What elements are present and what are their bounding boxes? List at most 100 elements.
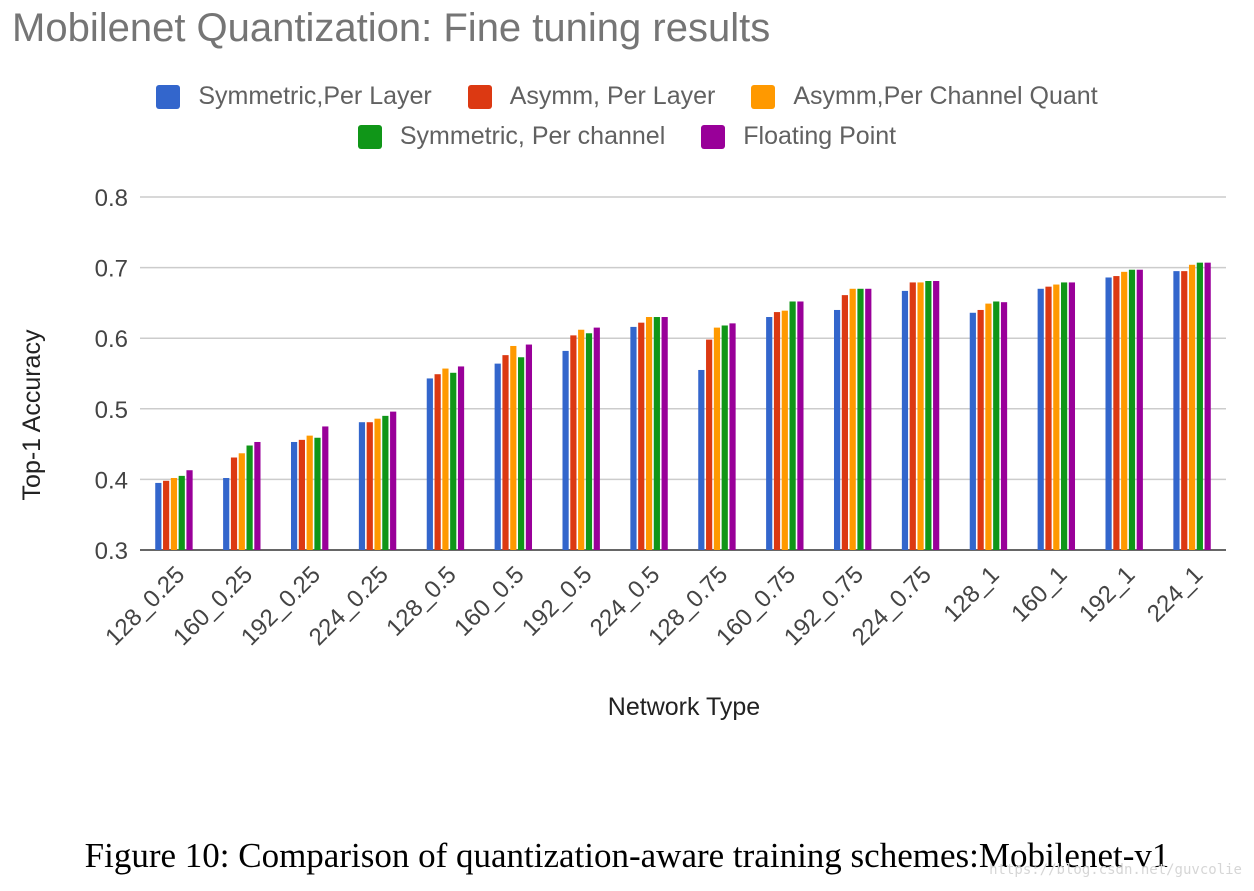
bar-160_0.75-series-0[interactable]: [766, 317, 773, 550]
bar-224_0.5-series-0[interactable]: [630, 326, 637, 550]
bar-224_1-series-1[interactable]: [1181, 271, 1188, 550]
bar-128_0.25-series-0[interactable]: [155, 482, 162, 550]
bar-192_1-series-2[interactable]: [1121, 271, 1128, 550]
bar-160_0.25-series-2[interactable]: [238, 453, 245, 550]
bar-128_0.25-series-4[interactable]: [186, 470, 193, 550]
bar-160_1-series-2[interactable]: [1053, 284, 1060, 550]
bar-192_0.5-series-2[interactable]: [578, 329, 585, 550]
bar-group-160_0.75: [766, 301, 804, 550]
bar-group-128_0.25: [155, 470, 193, 550]
bar-128_0.5-series-1[interactable]: [434, 374, 441, 550]
bar-192_0.5-series-1[interactable]: [570, 335, 577, 550]
bar-224_0.25-series-0[interactable]: [358, 422, 366, 550]
bar-128_0.75-series-4[interactable]: [729, 323, 736, 550]
bar-192_0.25-series-3[interactable]: [314, 437, 321, 550]
bar-160_0.25-series-1[interactable]: [230, 457, 238, 550]
bar-128_0.75-series-1[interactable]: [706, 339, 713, 550]
bar-192_0.5-series-3[interactable]: [585, 333, 593, 550]
bar-160_0.5-series-0[interactable]: [494, 363, 501, 550]
bar-192_0.75-series-3[interactable]: [857, 288, 864, 550]
bar-128_0.5-series-4[interactable]: [457, 366, 465, 550]
bar-192_0.25-series-4[interactable]: [322, 426, 329, 550]
bar-160_0.5-series-3[interactable]: [518, 357, 525, 550]
bar-160_1-series-0[interactable]: [1037, 288, 1044, 550]
legend-label-asymm-per-channel-quant: Asymm,Per Channel Quant: [793, 82, 1098, 110]
bar-224_1-series-2[interactable]: [1188, 264, 1196, 550]
legend-item-symmetric-per-layer[interactable]: Symmetric,Per Layer: [156, 82, 432, 111]
bar-224_1-series-4[interactable]: [1204, 262, 1211, 550]
bar-160_0.5-series-2[interactable]: [510, 345, 517, 550]
bar-128_0.25-series-2[interactable]: [170, 477, 178, 550]
bar-160_0.75-series-4[interactable]: [797, 301, 804, 550]
bar-192_0.5-series-4[interactable]: [593, 327, 600, 550]
bar-192_1-series-3[interactable]: [1128, 269, 1136, 550]
bars: [155, 262, 1211, 550]
bar-128_0.75-series-3[interactable]: [721, 325, 728, 550]
bar-224_0.5-series-2[interactable]: [645, 317, 653, 550]
bar-192_1-series-0[interactable]: [1105, 277, 1112, 550]
bar-128_0.75-series-0[interactable]: [698, 369, 705, 550]
bar-160_0.5-series-1[interactable]: [502, 355, 509, 550]
bar-128_0.75-series-2[interactable]: [713, 327, 721, 550]
bar-192_0.75-series-4[interactable]: [865, 288, 872, 550]
bar-160_1-series-1[interactable]: [1045, 286, 1052, 550]
legend-item-floating-point[interactable]: Floating Point: [701, 122, 896, 151]
bar-128_1-series-4[interactable]: [1000, 302, 1008, 550]
x-tick-label: 192_1: [1074, 561, 1140, 627]
bar-group-224_0.75: [901, 281, 940, 550]
bar-128_0.5-series-0[interactable]: [426, 378, 433, 550]
bar-128_1-series-2[interactable]: [985, 303, 992, 550]
bar-160_0.5-series-4[interactable]: [525, 344, 533, 550]
bar-224_0.25-series-1[interactable]: [366, 422, 373, 550]
bar-224_0.25-series-3[interactable]: [382, 415, 389, 550]
bar-192_0.5-series-0[interactable]: [562, 350, 569, 550]
bar-224_0.25-series-2[interactable]: [374, 418, 381, 550]
watermark: https://blog.csdn.net/guvcolie: [989, 862, 1242, 878]
bar-192_0.75-series-0[interactable]: [833, 309, 841, 550]
legend-swatch-symmetric-per-channel: [357, 124, 382, 149]
bar-224_0.75-series-2[interactable]: [917, 282, 924, 550]
figure-caption: Figure 10: Comparison of quantization-aw…: [84, 836, 1170, 875]
x-tick-label: 128_0.5: [381, 561, 461, 641]
bar-160_1-series-4[interactable]: [1068, 282, 1076, 550]
bar-160_0.75-series-2[interactable]: [781, 310, 788, 550]
bar-224_0.5-series-3[interactable]: [653, 317, 660, 550]
bar-224_0.25-series-4[interactable]: [390, 411, 397, 550]
legend-swatch-asymm-per-layer: [467, 84, 492, 109]
bar-128_0.5-series-3[interactable]: [450, 372, 457, 550]
bar-192_0.75-series-1[interactable]: [841, 295, 848, 550]
bar-group-192_0.75: [833, 288, 872, 550]
bar-192_0.25-series-0[interactable]: [290, 441, 298, 550]
bar-192_0.25-series-1[interactable]: [298, 439, 305, 550]
bar-192_1-series-4[interactable]: [1136, 269, 1143, 550]
bar-160_0.25-series-0[interactable]: [223, 477, 230, 550]
bar-160_0.25-series-4[interactable]: [254, 441, 261, 550]
bar-224_0.75-series-3[interactable]: [925, 281, 932, 550]
bar-224_0.5-series-1[interactable]: [638, 322, 645, 550]
legend-row-1: Symmetric,Per Layer Asymm, Per Layer Asy…: [0, 82, 1254, 111]
bar-160_1-series-3[interactable]: [1061, 282, 1068, 550]
bar-128_1-series-0[interactable]: [969, 312, 976, 550]
bar-128_1-series-3[interactable]: [993, 301, 1000, 550]
bar-160_0.75-series-1[interactable]: [773, 312, 781, 550]
bar-160_0.25-series-3[interactable]: [246, 445, 253, 550]
bar-192_0.75-series-2[interactable]: [849, 288, 856, 550]
bar-128_0.25-series-1[interactable]: [163, 480, 170, 550]
bar-128_1-series-1[interactable]: [977, 309, 984, 550]
legend-item-symmetric-per-channel[interactable]: Symmetric, Per channel: [357, 122, 665, 151]
bar-224_1-series-0[interactable]: [1173, 271, 1180, 550]
bar-224_0.5-series-4[interactable]: [661, 317, 668, 550]
bar-224_0.75-series-1[interactable]: [909, 282, 916, 550]
bar-224_0.75-series-0[interactable]: [901, 290, 909, 550]
bar-group-224_0.25: [358, 411, 397, 550]
bar-192_1-series-1[interactable]: [1113, 276, 1120, 550]
bar-128_0.25-series-3[interactable]: [178, 475, 185, 550]
bar-224_0.75-series-4[interactable]: [933, 281, 940, 550]
bar-128_0.5-series-2[interactable]: [442, 368, 449, 550]
bar-224_1-series-3[interactable]: [1196, 262, 1203, 550]
bar-160_0.75-series-3[interactable]: [789, 301, 796, 550]
legend-item-asymm-per-channel-quant[interactable]: Asymm,Per Channel Quant: [751, 82, 1098, 111]
bar-192_0.25-series-2[interactable]: [306, 435, 313, 550]
y-tick-label: 0.8: [95, 185, 128, 212]
legend-item-asymm-per-layer[interactable]: Asymm, Per Layer: [467, 82, 715, 111]
